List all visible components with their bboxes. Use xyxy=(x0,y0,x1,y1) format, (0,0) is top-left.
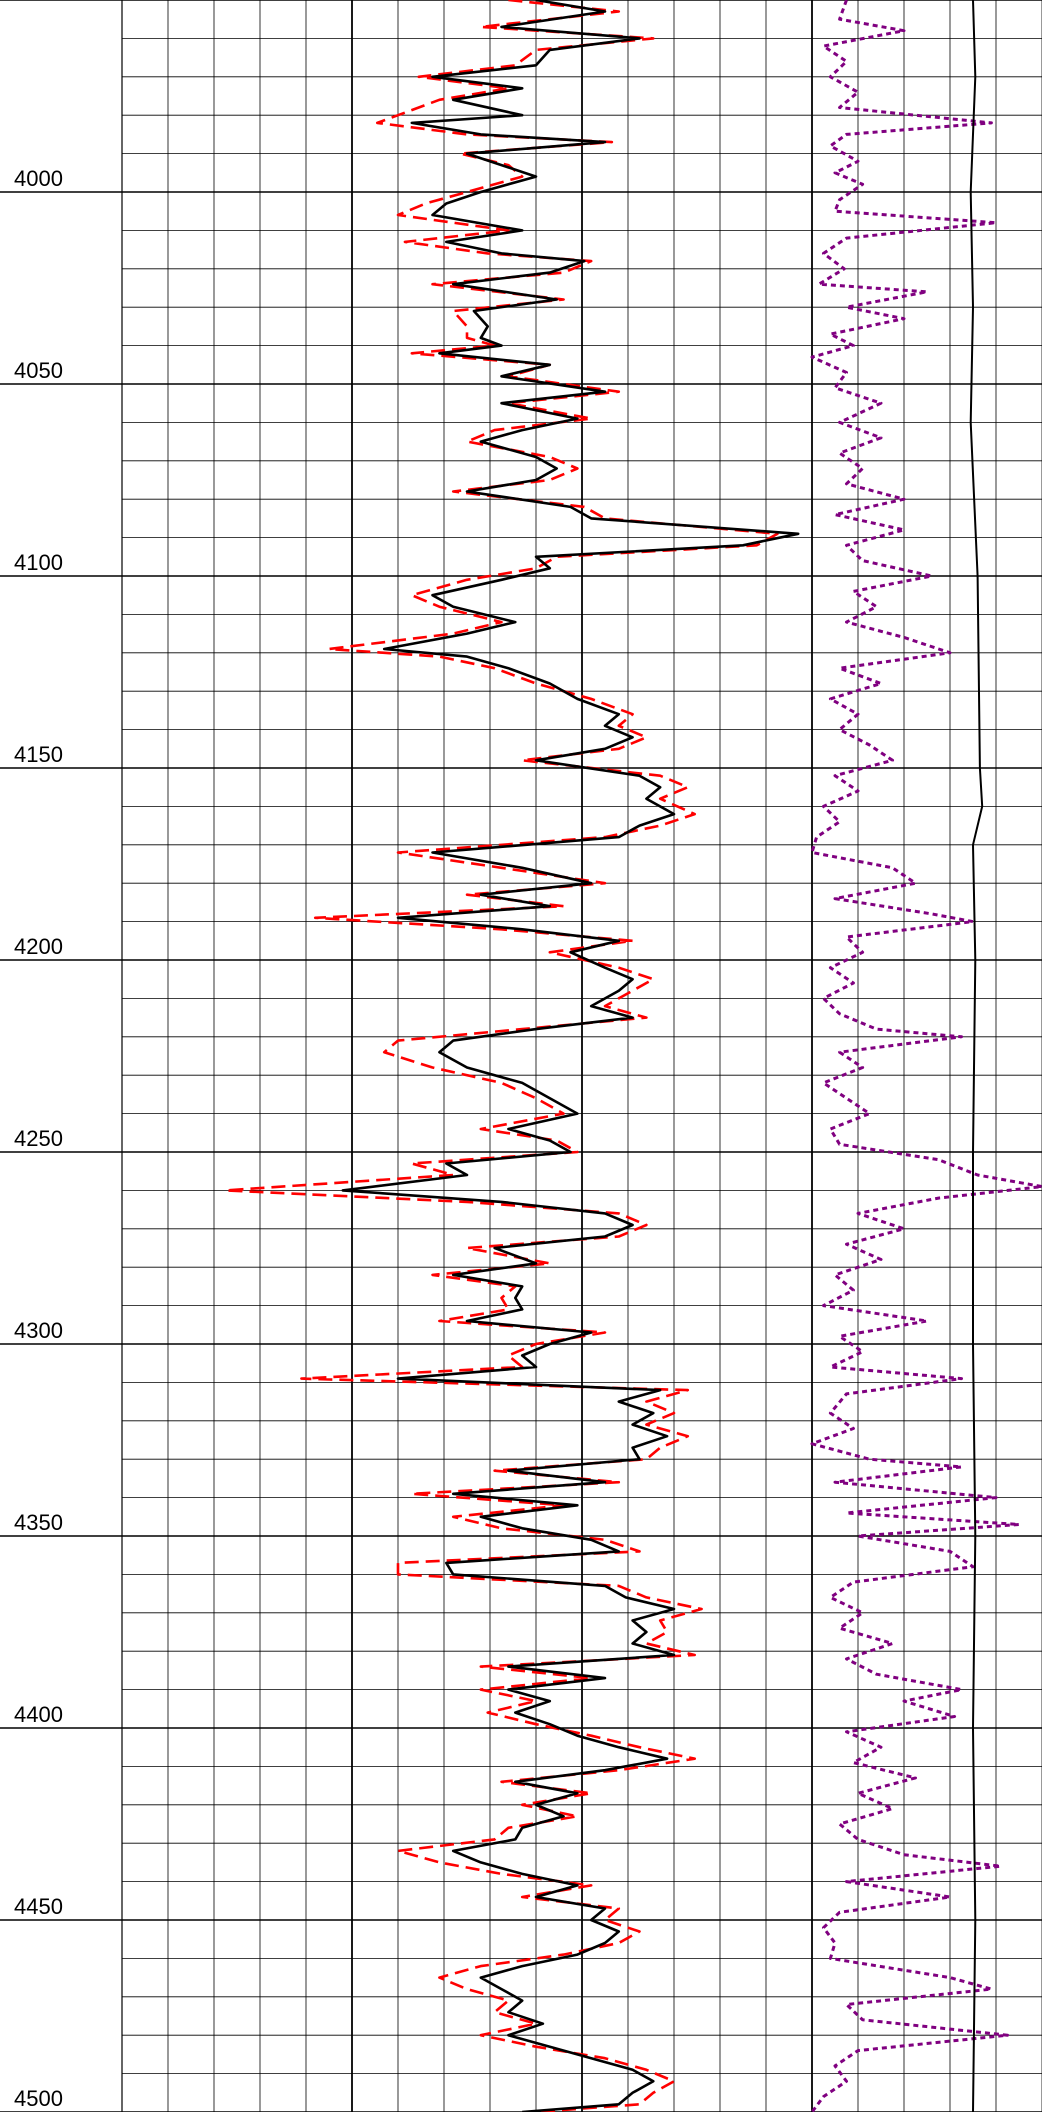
series-line-purple-dotted xyxy=(810,0,1042,2112)
depth-tick-label: 4250 xyxy=(14,1126,63,1151)
depth-tick-label: 4000 xyxy=(14,166,63,191)
series-group xyxy=(224,0,1042,2112)
depth-tick-label: 4300 xyxy=(14,1318,63,1343)
series-line-black-thin xyxy=(969,0,984,2112)
depth-axis-labels: 3950400040504100415042004250430043504400… xyxy=(14,166,63,2111)
depth-tick-label: 4500 xyxy=(14,2086,63,2111)
depth-tick-label: 4400 xyxy=(14,1702,63,1727)
depth-tick-label: 4450 xyxy=(14,1894,63,1919)
series-line-red-dashed xyxy=(224,0,779,2112)
series-line-black-solid xyxy=(341,0,800,2112)
depth-tick-label: 4100 xyxy=(14,550,63,575)
depth-tick-label: 4200 xyxy=(14,934,63,959)
depth-tick-label: 4050 xyxy=(14,358,63,383)
depth-tick-label: 4350 xyxy=(14,1510,63,1535)
depth-tick-label: 4150 xyxy=(14,742,63,767)
